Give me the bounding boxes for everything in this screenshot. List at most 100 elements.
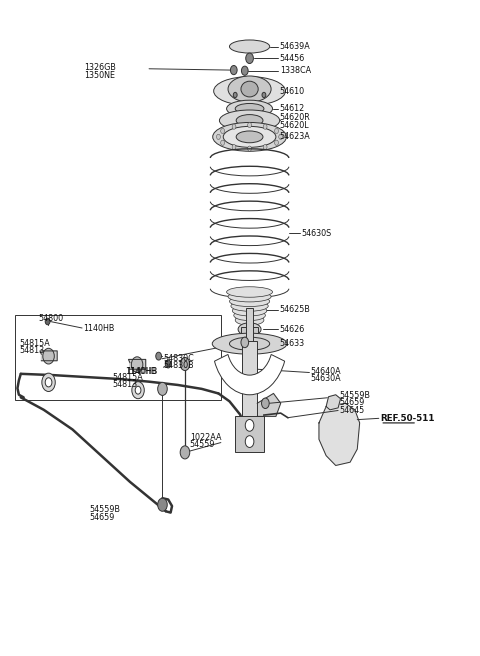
- Text: 54456: 54456: [280, 54, 305, 63]
- Circle shape: [156, 352, 161, 360]
- Bar: [241, 327, 258, 335]
- Circle shape: [232, 144, 236, 150]
- Circle shape: [135, 386, 141, 394]
- Text: 54623A: 54623A: [280, 133, 311, 141]
- Ellipse shape: [213, 123, 287, 152]
- Ellipse shape: [212, 333, 287, 354]
- Text: 54620R: 54620R: [280, 113, 311, 123]
- Text: REF.50-511: REF.50-511: [380, 414, 435, 423]
- Circle shape: [157, 382, 167, 396]
- Ellipse shape: [227, 100, 273, 117]
- Text: 1350NE: 1350NE: [84, 71, 116, 80]
- Circle shape: [263, 144, 267, 150]
- Ellipse shape: [229, 40, 270, 53]
- Text: 1326GB: 1326GB: [84, 63, 116, 72]
- Circle shape: [232, 124, 236, 129]
- Ellipse shape: [235, 104, 264, 114]
- Ellipse shape: [219, 110, 280, 131]
- Text: 54633: 54633: [280, 339, 305, 348]
- Circle shape: [42, 373, 55, 392]
- Text: 54813: 54813: [20, 346, 45, 356]
- Circle shape: [248, 146, 252, 152]
- Text: 54815A: 54815A: [20, 339, 50, 348]
- Text: 54800: 54800: [38, 314, 63, 323]
- Circle shape: [246, 53, 253, 64]
- Circle shape: [245, 419, 254, 431]
- Text: 54630S: 54630S: [301, 228, 332, 237]
- Polygon shape: [257, 394, 281, 417]
- Text: 54639A: 54639A: [280, 42, 311, 51]
- Ellipse shape: [228, 291, 271, 302]
- Bar: [246, 308, 253, 348]
- Ellipse shape: [236, 115, 263, 127]
- Text: 54559: 54559: [190, 440, 215, 449]
- Ellipse shape: [236, 131, 263, 143]
- Ellipse shape: [232, 306, 267, 316]
- Text: 1140HB: 1140HB: [127, 367, 158, 377]
- Polygon shape: [319, 403, 360, 466]
- Ellipse shape: [227, 287, 273, 297]
- Circle shape: [230, 66, 237, 75]
- Ellipse shape: [214, 77, 286, 106]
- Text: 54640A: 54640A: [311, 367, 341, 376]
- Ellipse shape: [235, 315, 264, 325]
- Circle shape: [45, 378, 52, 387]
- Text: 54626: 54626: [280, 325, 305, 334]
- Circle shape: [157, 498, 167, 511]
- Text: 1140HB: 1140HB: [84, 323, 115, 333]
- Circle shape: [132, 357, 143, 373]
- Polygon shape: [129, 359, 146, 369]
- Text: 54659: 54659: [89, 513, 115, 522]
- Circle shape: [165, 360, 171, 368]
- Text: 54612: 54612: [280, 104, 305, 113]
- Text: 54659: 54659: [339, 398, 365, 407]
- Polygon shape: [40, 351, 57, 361]
- Text: 54610: 54610: [280, 87, 305, 96]
- Text: 1338CA: 1338CA: [280, 66, 311, 75]
- Bar: [15, 315, 221, 400]
- Circle shape: [241, 337, 249, 348]
- Text: 54813: 54813: [112, 380, 137, 390]
- Circle shape: [263, 124, 267, 129]
- Polygon shape: [326, 395, 340, 410]
- Circle shape: [241, 66, 248, 75]
- Bar: [235, 417, 264, 453]
- Text: 54645: 54645: [339, 406, 365, 415]
- Text: 54830B: 54830B: [163, 361, 194, 370]
- Circle shape: [245, 436, 254, 447]
- Circle shape: [180, 358, 190, 371]
- Ellipse shape: [241, 81, 258, 97]
- Text: 54620L: 54620L: [280, 121, 309, 130]
- Circle shape: [221, 140, 225, 146]
- Circle shape: [233, 92, 237, 98]
- Circle shape: [216, 134, 220, 140]
- Bar: [242, 341, 257, 426]
- Text: 1022AA: 1022AA: [190, 433, 221, 442]
- Text: 54625B: 54625B: [280, 305, 311, 314]
- Text: 54830C: 54830C: [163, 354, 194, 363]
- Text: 54815A: 54815A: [112, 373, 143, 382]
- Circle shape: [132, 382, 144, 399]
- Text: 54559B: 54559B: [89, 506, 120, 514]
- Circle shape: [248, 123, 252, 128]
- Text: 54559B: 54559B: [339, 391, 371, 400]
- Circle shape: [275, 140, 278, 146]
- Circle shape: [180, 446, 190, 459]
- Circle shape: [45, 318, 50, 325]
- Ellipse shape: [223, 127, 276, 148]
- Ellipse shape: [228, 76, 271, 102]
- Ellipse shape: [229, 337, 270, 350]
- Text: 1140HB: 1140HB: [125, 367, 156, 377]
- Circle shape: [279, 134, 283, 140]
- Circle shape: [221, 129, 225, 134]
- Wedge shape: [215, 354, 285, 395]
- Ellipse shape: [231, 301, 268, 311]
- Ellipse shape: [229, 296, 270, 306]
- Circle shape: [262, 398, 269, 409]
- Circle shape: [275, 129, 278, 134]
- Text: 54630A: 54630A: [311, 374, 341, 383]
- Ellipse shape: [234, 310, 265, 321]
- Ellipse shape: [238, 323, 261, 336]
- Circle shape: [262, 92, 266, 98]
- Circle shape: [43, 348, 54, 364]
